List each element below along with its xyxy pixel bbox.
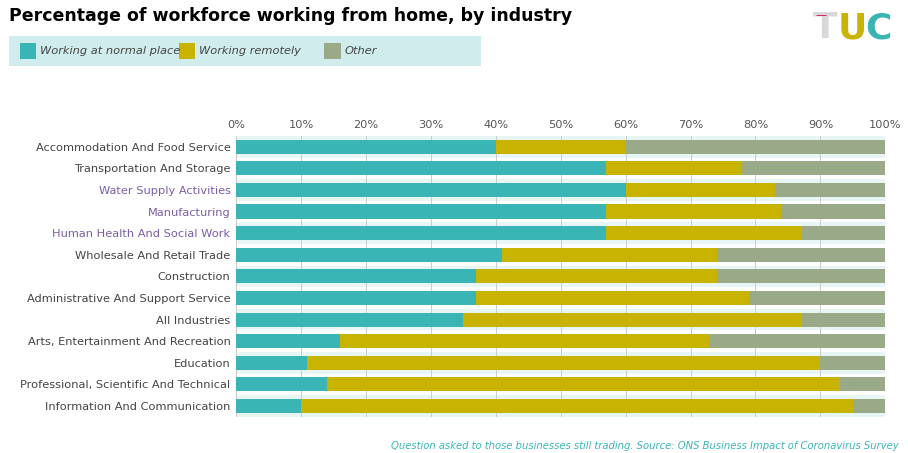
Bar: [236, 161, 607, 175]
Bar: [477, 291, 749, 305]
Bar: [236, 330, 885, 352]
Bar: [710, 334, 885, 348]
Bar: [236, 136, 885, 158]
Bar: [236, 291, 477, 305]
Bar: [463, 313, 801, 327]
Bar: [236, 248, 502, 262]
Bar: [626, 140, 885, 154]
Bar: [236, 395, 885, 417]
Bar: [821, 356, 885, 370]
Bar: [236, 158, 885, 179]
Bar: [236, 377, 327, 391]
Bar: [236, 334, 340, 348]
Text: Percentage of workforce working from home, by industry: Percentage of workforce working from hom…: [9, 7, 572, 25]
Bar: [607, 204, 782, 218]
Text: Question asked to those businesses still trading. Source: ONS Business Impact of: Question asked to those businesses still…: [391, 441, 899, 451]
Text: Other: Other: [344, 46, 377, 56]
Text: Working at normal place: Working at normal place: [40, 46, 180, 56]
Bar: [743, 161, 885, 175]
Bar: [236, 313, 463, 327]
Text: —: —: [815, 10, 826, 20]
Bar: [607, 226, 801, 240]
Bar: [308, 356, 821, 370]
Bar: [236, 222, 885, 244]
Bar: [716, 269, 885, 284]
Bar: [236, 287, 885, 309]
Bar: [477, 269, 716, 284]
Bar: [236, 204, 607, 218]
Bar: [236, 309, 885, 330]
Bar: [340, 334, 710, 348]
Text: T: T: [813, 11, 837, 45]
Bar: [236, 356, 308, 370]
Bar: [801, 226, 885, 240]
Bar: [607, 161, 743, 175]
Bar: [496, 140, 626, 154]
Bar: [716, 248, 885, 262]
Bar: [236, 374, 885, 395]
Bar: [236, 269, 477, 284]
Bar: [782, 204, 885, 218]
Text: C: C: [865, 11, 892, 45]
Bar: [236, 201, 885, 222]
Bar: [236, 265, 885, 287]
Text: Working remotely: Working remotely: [199, 46, 301, 56]
Bar: [236, 179, 885, 201]
Bar: [853, 399, 885, 413]
Bar: [236, 399, 301, 413]
Bar: [327, 377, 840, 391]
Bar: [301, 399, 853, 413]
Bar: [236, 226, 607, 240]
Bar: [775, 183, 885, 197]
Bar: [840, 377, 885, 391]
Bar: [236, 244, 885, 265]
Bar: [236, 140, 496, 154]
Bar: [502, 248, 716, 262]
Text: U: U: [838, 11, 867, 45]
Bar: [749, 291, 885, 305]
Bar: [236, 183, 626, 197]
Bar: [626, 183, 775, 197]
Bar: [236, 352, 885, 374]
Bar: [801, 313, 885, 327]
